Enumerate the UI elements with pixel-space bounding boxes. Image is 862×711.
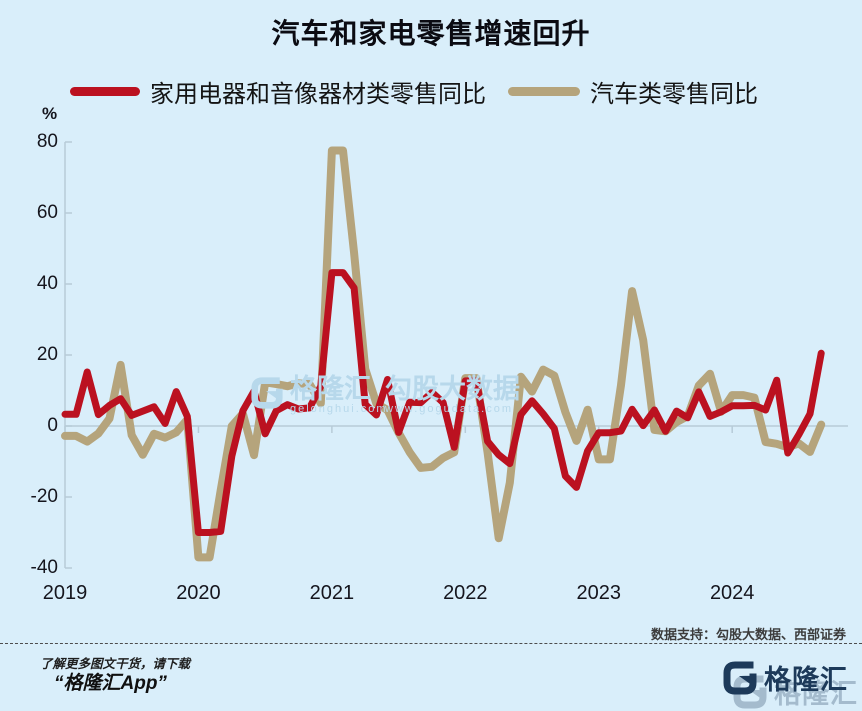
app-name-text: “格隆汇App”	[54, 673, 167, 694]
data-source-note: 数据支持：勾股大数据、西部证券	[650, 627, 846, 642]
y-tick-label: -40	[30, 557, 58, 578]
gogu-watermark: 勾股大数据 www.gogudata.com	[385, 374, 520, 416]
gelonghui-watermark: 格隆汇 gelonghui.com	[250, 376, 388, 415]
y-axis-unit: %	[42, 104, 58, 123]
x-tick-label: 2019	[42, 582, 88, 604]
y-tick-label: 0	[47, 415, 58, 436]
brand-logo: 格隆汇	[722, 658, 848, 697]
footer-divider	[0, 643, 862, 644]
x-tick-label: 2024	[709, 582, 755, 604]
y-tick-label: 60	[36, 202, 58, 223]
y-tick-label: 80	[36, 131, 58, 152]
gelonghui-logo-icon	[723, 661, 757, 694]
brand-name: 格隆汇	[764, 665, 848, 695]
gelonghui-watermark-text: 格隆汇	[290, 374, 371, 404]
x-tick-label: 2022	[443, 582, 488, 604]
download-hint-text: 了解更多图文干货，请下载	[40, 657, 191, 671]
brand-name-ghost: 格隆汇	[774, 679, 858, 709]
gogu-watermark-text: 勾股大数据	[385, 374, 520, 404]
legend-label-appliance: 家用电器和音像器材类零售同比	[150, 80, 486, 108]
y-tick-label: 40	[36, 273, 58, 294]
y-tick-label: -20	[30, 486, 58, 507]
legend-swatch-auto	[508, 87, 580, 96]
series-line-汽车类零售同比	[61, 146, 826, 562]
x-tick-label: 2021	[309, 582, 355, 604]
x-tick-label: 2020	[176, 582, 221, 604]
chart-title: 汽车和家电零售增速回升	[271, 18, 591, 49]
gogu-watermark-site: www.gogudata.com	[385, 403, 513, 415]
gelonghui-watermark-site: gelonghui.com	[290, 403, 388, 415]
series-line-家用电器和音像器材类零售同比	[61, 269, 825, 536]
legend-swatch-appliance	[70, 87, 140, 96]
chart-legend: 家用电器和音像器材类零售同比 汽车类零售同比	[70, 74, 758, 109]
x-tick-label: 2023	[576, 582, 622, 604]
y-tick-label: 20	[36, 344, 58, 365]
brand-logo-ghost: 格隆汇	[732, 672, 858, 711]
gelonghui-watermark-logo-icon	[251, 377, 283, 409]
legend-label-auto: 汽车类零售同比	[590, 80, 758, 108]
